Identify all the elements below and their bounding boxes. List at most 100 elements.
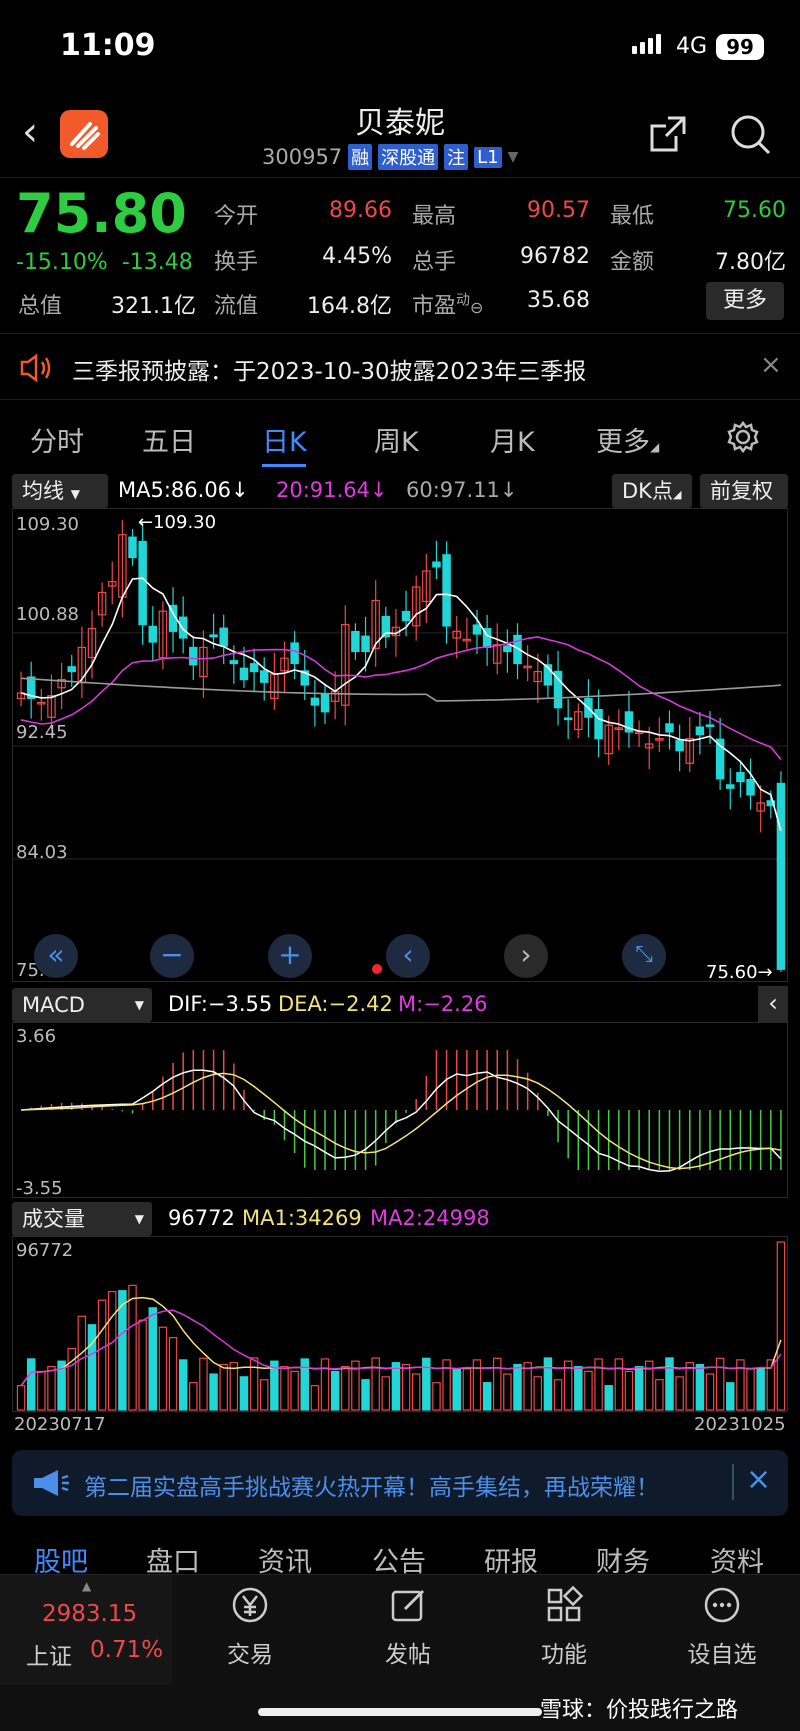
candle <box>442 554 451 627</box>
macd-axis-label: 3.66 <box>16 1026 57 1047</box>
candle <box>574 711 583 731</box>
tab-intraday[interactable]: 分时 <box>30 427 84 458</box>
scroll-left-icon[interactable]: ‹ <box>386 934 430 978</box>
candle <box>229 660 239 665</box>
close-icon[interactable]: × <box>746 1462 772 1497</box>
candle <box>178 616 188 639</box>
adjust-button[interactable]: 前复权 <box>700 474 788 508</box>
volume-bar <box>16 1385 26 1411</box>
candle <box>665 723 674 733</box>
settings-gear-icon[interactable] <box>726 420 760 461</box>
grid-icon <box>544 1585 584 1625</box>
add-watchlist-label: 设自选 <box>687 1642 757 1668</box>
tag-margin: 融 <box>348 144 373 170</box>
function-label: 功能 <box>541 1642 587 1668</box>
candle <box>361 635 370 653</box>
volume-bar <box>168 1337 178 1411</box>
signal-icon <box>632 34 661 54</box>
dk-point-button[interactable]: DK点◢ <box>612 474 692 508</box>
zoom-in-icon[interactable]: + <box>268 934 312 978</box>
candle <box>452 630 461 639</box>
candle <box>128 536 137 559</box>
price-axis-label: 100.88 <box>16 604 79 625</box>
zoom-out-icon[interactable]: − <box>150 934 194 978</box>
tab-five-day[interactable]: 五日 <box>142 427 196 458</box>
volume-bar <box>77 1315 87 1411</box>
index-ticker[interactable]: ▲ 2983.15 上证 0.71% <box>0 1575 172 1685</box>
volume-bar <box>97 1299 107 1411</box>
volume-value: 96772 <box>168 1206 235 1230</box>
section-tab-notices[interactable]: 公告 <box>372 1547 426 1578</box>
ma20-line <box>20 636 782 761</box>
stock-subtitle: 300957 融 深股通 注 L1 ▼ <box>262 144 518 170</box>
volume-bar <box>199 1357 208 1411</box>
volume-bar <box>249 1357 259 1411</box>
field-label: 今开 <box>214 204 259 229</box>
candle <box>87 628 97 658</box>
volume-select[interactable]: 成交量 ▼ <box>12 1202 152 1236</box>
volume-bar <box>300 1358 309 1411</box>
ma5-line <box>20 577 782 832</box>
speaker-icon <box>18 352 54 384</box>
volume-bar <box>675 1376 684 1411</box>
section-tab-forum[interactable]: 股吧 <box>34 1547 88 1578</box>
tab-monthly-k[interactable]: 月K <box>490 427 535 458</box>
dropdown-icon[interactable]: ▼ <box>507 149 519 165</box>
section-tab-news[interactable]: 资讯 <box>258 1547 312 1578</box>
field-label: 最低 <box>610 204 655 229</box>
candle <box>351 630 360 653</box>
yen-icon <box>230 1585 270 1625</box>
megaphone-icon <box>30 1468 70 1498</box>
volume-bar <box>482 1382 492 1411</box>
candle <box>148 625 158 643</box>
collapse-icon[interactable]: ‹ <box>758 986 788 1022</box>
section-tab-profile[interactable]: 资料 <box>710 1547 764 1578</box>
candle <box>47 695 56 718</box>
candle <box>614 727 624 730</box>
scroll-left-fast-icon[interactable]: « <box>34 934 78 978</box>
price-axis-label: 84.03 <box>16 842 68 863</box>
section-tab-orderbook[interactable]: 盘口 <box>146 1547 200 1578</box>
volume-bar <box>239 1376 249 1411</box>
section-tab-research[interactable]: 研报 <box>484 1547 538 1578</box>
candle <box>249 663 259 673</box>
volume-bar <box>391 1362 401 1411</box>
field-value: 164.8亿 <box>307 294 392 319</box>
section-tab-finance[interactable]: 财务 <box>596 1547 650 1578</box>
volume-bar <box>685 1362 694 1411</box>
network-label: 4G <box>676 34 708 59</box>
field-value: 90.57 <box>527 198 590 223</box>
volume-bar <box>726 1382 735 1411</box>
function-button[interactable]: 功能 <box>514 1585 614 1669</box>
ma20-value: 20:91.64↓ <box>276 478 388 502</box>
candle <box>219 627 228 647</box>
promo-banner[interactable]: 第二届实盘高手挑战赛火热开幕！高手集结，再战荣耀！ × <box>12 1450 788 1516</box>
tab-more[interactable]: 更多◢ <box>596 427 660 458</box>
volume-ma2: MA2:24998 <box>370 1206 490 1230</box>
back-icon[interactable]: ‹ <box>22 109 38 155</box>
tag-level: L1 <box>474 146 502 168</box>
stock-code: 300957 <box>262 145 343 169</box>
announcement-bar[interactable]: 三季报预披露：于2023-10-30披露2023年三季报 × <box>0 336 800 400</box>
share-icon[interactable] <box>646 112 690 156</box>
fullscreen-icon[interactable]: ⤡ <box>622 934 666 978</box>
home-indicator[interactable] <box>258 1708 542 1716</box>
volume-bar <box>503 1373 512 1411</box>
candle <box>462 638 472 642</box>
macd-select[interactable]: MACD ▼ <box>12 988 152 1022</box>
add-watchlist-button[interactable]: 设自选 <box>672 1585 772 1669</box>
candlestick-chart[interactable] <box>12 508 788 982</box>
search-icon[interactable] <box>728 112 772 156</box>
tab-weekly-k[interactable]: 周K <box>374 427 419 458</box>
trade-button[interactable]: 交易 <box>200 1585 300 1669</box>
tab-daily-k[interactable]: 日K <box>262 427 307 458</box>
indicator-select[interactable]: 均线 ▼ <box>12 474 108 508</box>
field-value: 321.1亿 <box>111 294 196 319</box>
volume-bar <box>26 1358 36 1411</box>
more-button[interactable]: 更多 <box>706 282 784 320</box>
candle <box>493 644 502 664</box>
post-button[interactable]: 发帖 <box>358 1585 458 1669</box>
scroll-right-icon[interactable]: › <box>504 934 548 978</box>
close-icon[interactable]: × <box>760 350 782 380</box>
candle <box>189 646 198 666</box>
